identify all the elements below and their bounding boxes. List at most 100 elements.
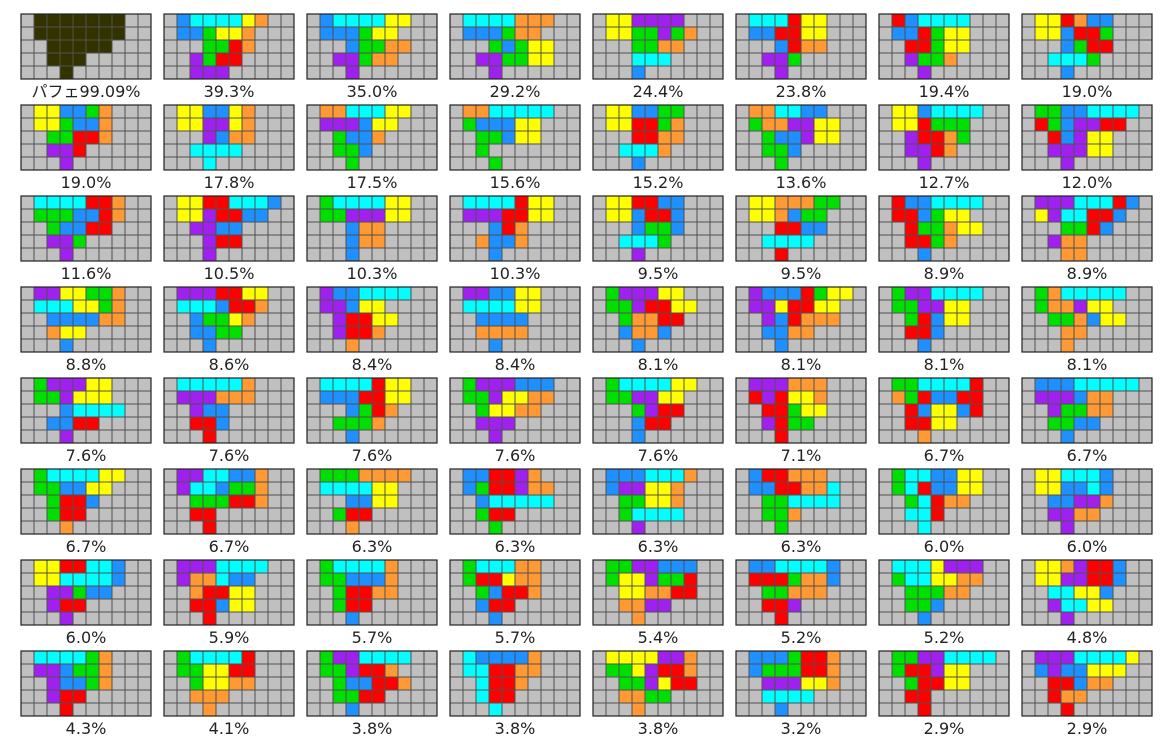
- board-cell: [709, 338, 724, 353]
- board-cell: [462, 611, 477, 626]
- board-cell: [605, 520, 620, 535]
- board-cell: [982, 663, 997, 678]
- board-cell: [670, 572, 685, 587]
- board-cell: [241, 325, 256, 340]
- board-cell: [228, 312, 243, 327]
- board-cell: [566, 104, 581, 119]
- board-cell: [761, 650, 776, 665]
- board-cell: [787, 208, 802, 223]
- board-cell: [631, 468, 646, 483]
- board-cell: [982, 26, 997, 41]
- board-cell: [761, 377, 776, 392]
- board-cell: [1034, 663, 1049, 678]
- board-cell: [137, 52, 152, 67]
- board-cell: [1021, 221, 1036, 236]
- board-cell: [787, 143, 802, 158]
- board-cell: [1138, 572, 1153, 587]
- board-cell: [1138, 208, 1153, 223]
- board-cell: [358, 130, 373, 145]
- board-cell: [930, 286, 945, 301]
- board-cell: [553, 572, 568, 587]
- board-cell: [982, 520, 997, 535]
- board-panel: 35.0%: [306, 13, 438, 101]
- board-cell: [592, 559, 607, 574]
- board-cell: [449, 663, 464, 678]
- board-cell: [657, 611, 672, 626]
- board-cell: [423, 52, 438, 67]
- board-cell: [384, 650, 399, 665]
- board-cell: [20, 585, 35, 600]
- board-cell: [59, 221, 74, 236]
- board-cell: [267, 598, 282, 613]
- board-cell: [215, 390, 230, 405]
- board-cell: [917, 689, 932, 704]
- board-cell: [20, 286, 35, 301]
- board-cell: [1073, 481, 1088, 496]
- board-cell: [1021, 299, 1036, 314]
- board-cell: [826, 702, 841, 717]
- board-cell: [644, 585, 659, 600]
- board-cell: [228, 390, 243, 405]
- board-cell: [72, 65, 87, 80]
- board-cell: [20, 507, 35, 522]
- board-cell: [1086, 650, 1101, 665]
- board-cell: [709, 559, 724, 574]
- board-cell: [319, 403, 334, 418]
- board-cell: [891, 650, 906, 665]
- board-cell: [306, 468, 321, 483]
- board-cell: [189, 559, 204, 574]
- board-cell: [904, 676, 919, 691]
- board-cell: [852, 247, 867, 262]
- board-panel: 6.3%: [735, 468, 867, 556]
- board-cell: [397, 156, 412, 171]
- board-cell: [488, 572, 503, 587]
- board-cell: [267, 377, 282, 392]
- board-cell: [241, 429, 256, 444]
- board-cell: [514, 156, 529, 171]
- board-cell: [384, 494, 399, 509]
- board-cell: [228, 299, 243, 314]
- board-cell: [1099, 130, 1114, 145]
- board-cell: [280, 481, 295, 496]
- board-cell: [254, 702, 269, 717]
- board-cell: [1099, 377, 1114, 392]
- board-cell: [618, 494, 633, 509]
- board-cell: [930, 338, 945, 353]
- board-cell: [488, 689, 503, 704]
- board-cell: [1047, 403, 1062, 418]
- board-cell: [735, 325, 750, 340]
- board-cell: [826, 403, 841, 418]
- board-cell: [761, 52, 776, 67]
- board-cell: [72, 104, 87, 119]
- board-cell: [111, 13, 126, 28]
- board-cell: [501, 494, 516, 509]
- board-cell: [1021, 650, 1036, 665]
- board-cell: [540, 338, 555, 353]
- board-cell: [709, 13, 724, 28]
- board-cell: [618, 26, 633, 41]
- board-cell: [644, 195, 659, 210]
- board-cell: [33, 325, 48, 340]
- board-cell: [319, 312, 334, 327]
- board-cell: [1125, 468, 1140, 483]
- board-cell: [878, 156, 893, 171]
- board-cell: [371, 507, 386, 522]
- board-cell: [111, 377, 126, 392]
- percent-label: パフェ99.09%: [31, 82, 140, 101]
- board-cell: [813, 416, 828, 431]
- board-border: [306, 468, 438, 535]
- percent-label: 6.0%: [66, 628, 107, 647]
- board-cell: [657, 104, 672, 119]
- board-cell: [215, 143, 230, 158]
- board-cell: [683, 494, 698, 509]
- board-cell: [319, 325, 334, 340]
- board-cell: [1021, 312, 1036, 327]
- board-cell: [618, 325, 633, 340]
- board-cell: [761, 390, 776, 405]
- board-cell: [826, 663, 841, 678]
- board-cell: [930, 26, 945, 41]
- board-cell: [553, 598, 568, 613]
- board-cell: [423, 325, 438, 340]
- board-cell: [20, 39, 35, 54]
- board-cell: [501, 702, 516, 717]
